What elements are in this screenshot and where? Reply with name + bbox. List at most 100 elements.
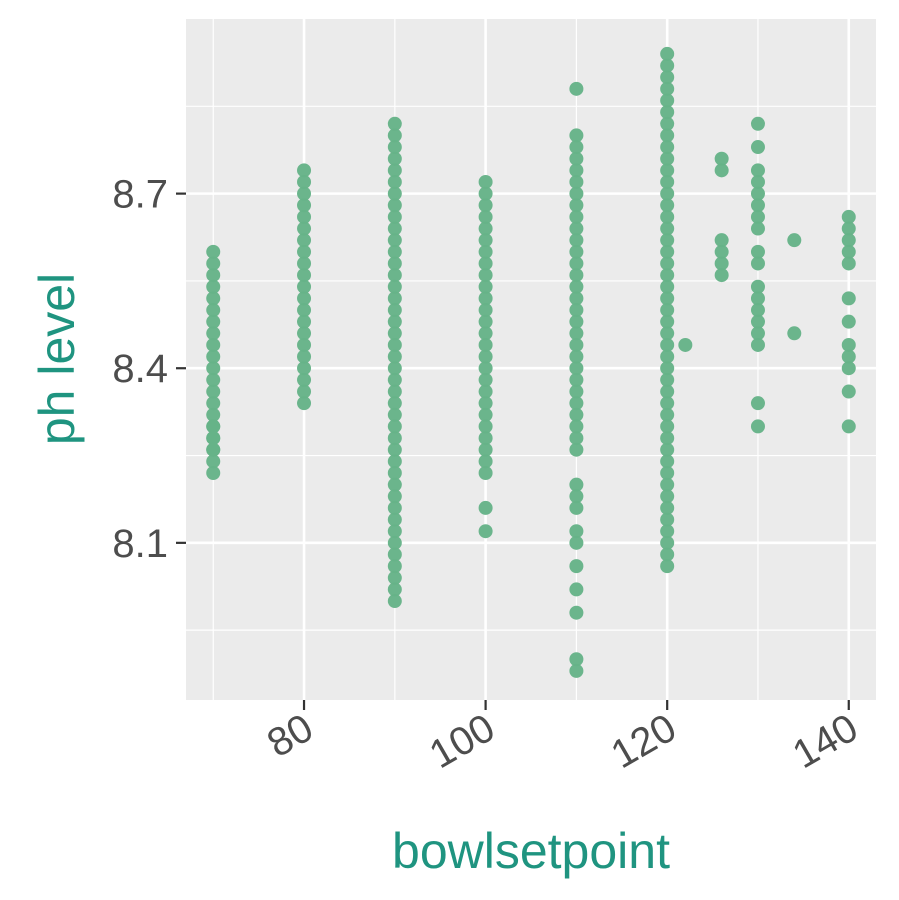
data-point xyxy=(478,337,493,352)
data-point xyxy=(569,361,584,376)
data-point xyxy=(387,163,402,178)
data-point xyxy=(297,268,312,283)
data-point xyxy=(387,570,402,585)
data-point xyxy=(660,128,675,143)
data-point xyxy=(569,419,584,434)
data-point xyxy=(660,151,675,166)
data-point xyxy=(660,535,675,550)
data-point xyxy=(297,244,312,259)
data-point xyxy=(387,128,402,143)
data-point xyxy=(660,186,675,201)
data-point xyxy=(841,209,856,224)
data-point xyxy=(387,116,402,131)
data-point xyxy=(387,186,402,201)
data-point xyxy=(478,349,493,364)
data-point xyxy=(569,663,584,678)
data-point xyxy=(660,233,675,248)
data-point xyxy=(478,431,493,446)
data-point xyxy=(750,140,765,155)
data-point xyxy=(387,244,402,259)
data-point xyxy=(660,337,675,352)
data-point xyxy=(569,442,584,457)
data-point xyxy=(387,431,402,446)
data-point xyxy=(750,303,765,318)
data-point xyxy=(714,256,729,271)
data-point xyxy=(387,303,402,318)
data-point xyxy=(660,291,675,306)
data-point xyxy=(206,454,221,469)
data-point xyxy=(660,431,675,446)
data-point xyxy=(297,361,312,376)
data-point xyxy=(569,128,584,143)
data-point xyxy=(478,384,493,399)
data-point xyxy=(678,337,693,352)
data-point xyxy=(206,291,221,306)
data-point xyxy=(569,582,584,597)
data-point xyxy=(714,163,729,178)
data-point xyxy=(660,46,675,61)
data-point xyxy=(478,466,493,480)
data-point xyxy=(478,524,493,539)
data-point xyxy=(750,326,765,341)
data-point xyxy=(206,419,221,434)
data-point xyxy=(750,337,765,352)
data-point xyxy=(569,500,584,515)
data-point xyxy=(387,396,402,411)
data-point xyxy=(660,477,675,492)
data-point xyxy=(660,442,675,457)
data-point xyxy=(478,233,493,248)
data-point xyxy=(206,314,221,329)
data-point xyxy=(569,349,584,364)
data-point xyxy=(206,268,221,283)
data-point xyxy=(387,151,402,166)
data-point xyxy=(478,186,493,201)
data-point xyxy=(750,116,765,131)
data-point xyxy=(750,314,765,329)
data-point xyxy=(569,81,584,96)
data-point xyxy=(569,233,584,248)
data-point xyxy=(569,186,584,201)
data-point xyxy=(387,535,402,550)
data-point xyxy=(206,337,221,352)
data-point xyxy=(478,500,493,515)
data-point xyxy=(297,337,312,352)
data-point xyxy=(206,349,221,364)
data-point xyxy=(478,244,493,259)
data-point xyxy=(841,244,856,259)
data-point xyxy=(206,407,221,422)
data-point xyxy=(569,489,584,504)
data-point xyxy=(660,466,675,480)
data-point xyxy=(478,396,493,411)
data-point xyxy=(750,279,765,294)
data-point xyxy=(387,337,402,352)
data-point xyxy=(841,349,856,364)
y-tick-label: 8.4 xyxy=(112,347,168,391)
data-point xyxy=(297,349,312,364)
data-point xyxy=(660,221,675,236)
data-point xyxy=(569,140,584,155)
x-tick-label: 80 xyxy=(260,706,321,766)
data-point xyxy=(750,419,765,434)
data-point xyxy=(569,652,584,667)
data-point xyxy=(478,174,493,189)
data-point xyxy=(387,512,402,527)
x-tick-label: 120 xyxy=(604,706,684,777)
data-point xyxy=(387,209,402,224)
data-point xyxy=(297,221,312,236)
data-point xyxy=(660,407,675,422)
data-point xyxy=(297,256,312,271)
data-point xyxy=(297,314,312,329)
data-point xyxy=(750,291,765,306)
data-point xyxy=(750,221,765,236)
data-point xyxy=(387,489,402,504)
data-point xyxy=(478,314,493,329)
data-point xyxy=(569,279,584,294)
data-points xyxy=(206,46,856,678)
data-point xyxy=(750,244,765,259)
data-point xyxy=(387,477,402,492)
data-point xyxy=(660,454,675,469)
data-point xyxy=(206,303,221,318)
data-point xyxy=(387,174,402,189)
data-point xyxy=(569,396,584,411)
data-point xyxy=(660,559,675,574)
